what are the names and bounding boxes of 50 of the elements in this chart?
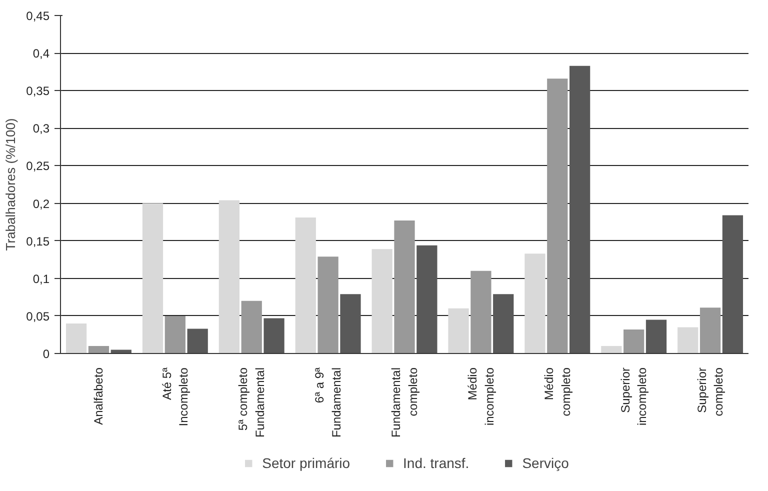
x-tick-label: Médio completo — [542, 367, 573, 416]
bar — [372, 249, 392, 354]
legend-label: Serviço — [522, 455, 569, 471]
bar — [646, 320, 667, 354]
x-tick-label: Médio incompleto — [466, 367, 496, 426]
bar — [66, 323, 87, 354]
legend-label: Ind. transf. — [403, 455, 470, 471]
y-tick-label: 0 — [42, 347, 50, 361]
bar — [547, 78, 568, 354]
bar — [700, 308, 721, 354]
bar — [416, 245, 438, 354]
bar — [241, 300, 262, 354]
y-tick-label: 0,35 — [26, 84, 50, 98]
x-tick-label: Fundamental completo — [389, 367, 420, 438]
bar — [493, 294, 514, 354]
bar — [318, 256, 338, 354]
y-tick-label: 0,05 — [26, 309, 50, 324]
bar — [142, 203, 164, 354]
bar — [524, 254, 546, 354]
x-tick-label: Superior completo — [694, 367, 726, 416]
bar — [448, 308, 469, 354]
y-tick-label: 0,25 — [26, 159, 50, 174]
y-axis-title: Trabalhadores (%/100) — [3, 118, 18, 251]
x-tick-label: 5ª completo Fundamental — [236, 367, 268, 438]
bar — [601, 346, 622, 354]
bar — [470, 270, 492, 354]
bar — [88, 346, 110, 354]
bar — [340, 294, 361, 354]
bar — [164, 316, 186, 354]
x-tick-label: 6ª a 9ª Fundamental — [312, 366, 344, 438]
x-tick-label: Analfabeto — [92, 367, 106, 425]
bar — [187, 328, 208, 354]
y-tick-label: 0,45 — [26, 9, 50, 23]
y-tick-label: 0,3 — [32, 122, 50, 136]
bar — [570, 66, 590, 354]
y-tick-label: 0,4 — [32, 46, 50, 61]
bar — [394, 220, 415, 354]
y-tick-label: 0,2 — [32, 196, 50, 211]
legend-label: Setor primário — [262, 455, 350, 471]
bar — [624, 329, 644, 354]
bar — [110, 350, 132, 354]
y-tick-label: 0,15 — [26, 234, 50, 248]
y-tick-label: 0,1 — [32, 272, 50, 286]
x-tick-label: Até 5ª Incompleto — [160, 366, 191, 426]
bar — [678, 327, 698, 354]
bar — [264, 318, 284, 354]
bar — [218, 200, 240, 354]
bar — [722, 215, 744, 354]
x-tick-label: Superior incompleto — [618, 367, 650, 426]
bar — [295, 218, 316, 354]
